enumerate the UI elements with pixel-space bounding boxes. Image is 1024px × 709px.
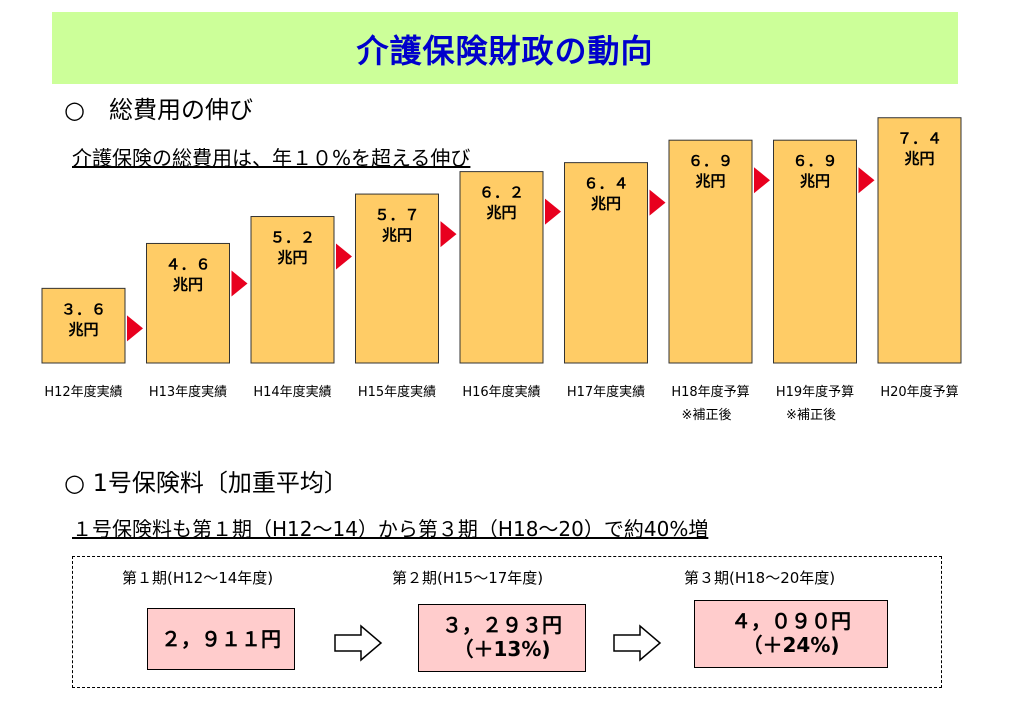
growth-arrow-icon [649, 189, 666, 216]
period1-amount: ２，９１１円 [161, 627, 281, 651]
x-tick-label: H14年度実績 [253, 384, 331, 400]
bar-unit-label: 兆円 [591, 195, 621, 213]
x-tick-label: H15年度実績 [358, 384, 436, 400]
x-tick-label: H18年度予算 [671, 384, 749, 400]
section1-subtitle: 介護保険の総費用は、年１０%を超える伸び [72, 146, 471, 170]
page-title: 介護保険財政の動向 [356, 32, 654, 70]
period1-label: 第１期(H12〜14年度) [122, 569, 274, 587]
section1-heading: ○ 総費用の伸び [64, 96, 253, 124]
growth-arrow-icon [336, 243, 352, 270]
growth-arrow-icon [754, 167, 770, 194]
bar-unit-label: 兆円 [486, 204, 516, 222]
growth-arrow-icon [858, 167, 875, 194]
x-tick-label: H16年度実績 [462, 384, 540, 400]
bar-value-label: ６．４ [583, 175, 628, 193]
bar [564, 162, 648, 364]
bar [250, 216, 335, 364]
bar-unit-label: 兆円 [904, 150, 934, 168]
section2-heading: ○ 1号保険料〔加重平均〕 [64, 469, 348, 497]
x-tick-label: H13年度実績 [149, 384, 227, 400]
bar-value-label: ６．９ [792, 152, 837, 170]
period3-amount: ４，０９０円 [731, 609, 851, 633]
period3-box: ４，０９０円 （＋24%) [694, 600, 888, 668]
bar [877, 117, 962, 364]
period2-label: 第２期(H15〜17年度) [392, 569, 544, 587]
bar [41, 287, 126, 364]
premium-comparison-box [72, 556, 942, 688]
x-tick-note: ※補正後 [682, 408, 732, 423]
period3-change: （＋24%) [742, 633, 840, 657]
growth-arrow-icon [127, 315, 143, 342]
bar-value-label: ７．４ [897, 130, 942, 148]
right-arrow-icon [613, 624, 662, 662]
title-bar: 介護保険財政の動向 [52, 12, 958, 84]
cost-bar-chart: ３．６ 兆円 H12年度実績 ４．６ 兆円 H13年度実績 ５．２ 兆円 H14年度実績 ５．７ 兆… [41, 117, 962, 423]
bar-value-label: ６．９ [688, 152, 733, 170]
section2-subtitle: １号保険料も第１期（H12〜14）から第３期（H18〜20）で約40%増 [72, 517, 709, 541]
period2-amount: ３，２９３円 [442, 613, 562, 637]
bar [355, 193, 439, 364]
bar-value-label: ３．６ [61, 300, 106, 318]
period2-box: ３，２９３円 （＋13%) [418, 604, 586, 672]
bar [146, 242, 230, 364]
bar-unit-label: 兆円 [277, 249, 307, 267]
x-tick-label: H19年度予算 [776, 384, 854, 400]
period1-box: ２，９１１円 [147, 608, 295, 670]
growth-arrow-icon [545, 198, 561, 225]
growth-arrow-icon [231, 270, 248, 297]
x-tick-label: H17年度実績 [567, 384, 645, 400]
bar-unit-label: 兆円 [173, 275, 203, 293]
right-arrow-icon [334, 624, 383, 662]
bar [668, 139, 753, 364]
period2-change: （＋13%) [453, 637, 551, 661]
bar-unit-label: 兆円 [695, 172, 725, 190]
bar-unit-label: 兆円 [800, 172, 830, 190]
growth-arrow-icon [440, 221, 457, 248]
bar-value-label: ５．２ [270, 229, 315, 247]
bar [459, 171, 544, 364]
x-tick-note: ※補正後 [786, 408, 836, 423]
bar-value-label: ５．７ [374, 206, 419, 224]
x-tick-label: H12年度実績 [44, 384, 122, 400]
bar-value-label: ４．６ [165, 255, 210, 273]
x-tick-label: H20年度予算 [880, 384, 958, 400]
bar [773, 139, 857, 364]
bar-unit-label: 兆円 [382, 226, 412, 244]
bar-value-label: ６．２ [479, 184, 524, 202]
bar-unit-label: 兆円 [68, 320, 98, 338]
period3-label: 第３期(H18〜20年度) [684, 569, 836, 587]
